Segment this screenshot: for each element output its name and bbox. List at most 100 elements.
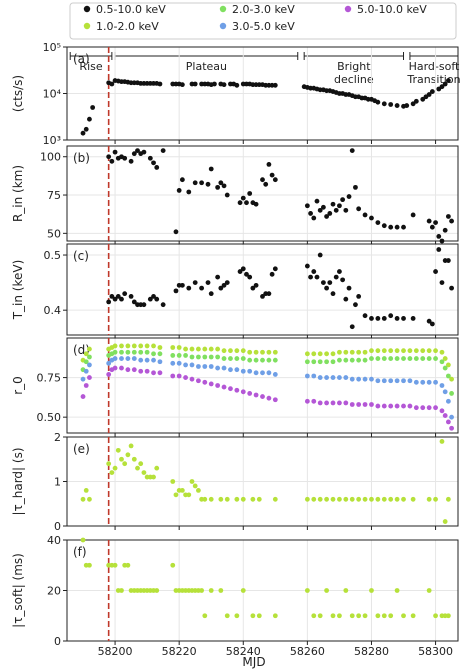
- data-point: [228, 348, 233, 354]
- data-point: [90, 105, 96, 110]
- data-point: [375, 496, 381, 502]
- data-point: [362, 496, 368, 502]
- data-point: [266, 395, 272, 401]
- data-point: [404, 103, 410, 108]
- data-point: [439, 408, 445, 414]
- data-point: [196, 364, 201, 369]
- data-point: [343, 496, 349, 502]
- data-point: [413, 379, 419, 385]
- data-point: [87, 496, 92, 502]
- data-point: [208, 354, 214, 360]
- data-point: [173, 288, 179, 294]
- data-point: [151, 357, 156, 363]
- data-point: [141, 302, 147, 308]
- data-point: [426, 348, 432, 354]
- data-point: [240, 348, 246, 354]
- data-point: [362, 357, 368, 363]
- data-point: [240, 356, 246, 361]
- data-point: [442, 356, 448, 361]
- data-point: [240, 266, 246, 272]
- legend-label: 1.0-2.0 keV: [96, 20, 159, 33]
- x-axis-label: MJD: [242, 655, 265, 669]
- y-tick-label: 75: [47, 189, 61, 202]
- phase-annotations: Rise Plateau BrightdeclineHard-softTransit…: [69, 52, 461, 86]
- data-point: [304, 263, 310, 269]
- data-point: [196, 354, 201, 360]
- data-point: [186, 189, 192, 195]
- data-point: [154, 588, 160, 593]
- y-tick-label: 0: [54, 520, 61, 533]
- data-point: [311, 496, 317, 502]
- data-point: [125, 562, 131, 568]
- data-point: [449, 285, 454, 291]
- legend-marker: [83, 22, 91, 30]
- data-point: [83, 368, 89, 374]
- data-point: [154, 296, 160, 302]
- data-point: [205, 181, 211, 187]
- data-point: [317, 252, 323, 258]
- data-point: [343, 349, 349, 355]
- data-point: [234, 82, 240, 88]
- data-point: [349, 349, 355, 355]
- data-point: [353, 184, 358, 190]
- data-point: [426, 318, 432, 324]
- data-point: [83, 126, 89, 132]
- data-point: [388, 378, 394, 384]
- data-point: [445, 398, 451, 404]
- data-point: [439, 280, 445, 286]
- data-point: [80, 537, 86, 543]
- data-point: [420, 405, 426, 411]
- data-point: [119, 349, 124, 355]
- data-point: [253, 349, 259, 355]
- data-point: [442, 519, 448, 524]
- data-point: [83, 383, 89, 388]
- data-point: [131, 356, 137, 361]
- data-point: [253, 370, 259, 376]
- data-point: [119, 296, 124, 302]
- data-point: [269, 271, 275, 277]
- data-point: [173, 492, 179, 498]
- panel-tag: (a): [73, 52, 90, 66]
- phase-label: Plateau: [186, 60, 227, 73]
- data-point: [170, 479, 176, 484]
- data-point: [83, 359, 89, 365]
- data-point: [260, 177, 265, 183]
- data-point: [433, 496, 438, 502]
- legend-marker: [344, 5, 352, 13]
- data-point: [109, 158, 115, 164]
- data-point: [388, 356, 394, 361]
- data-point: [192, 483, 198, 489]
- data-point: [394, 496, 400, 502]
- y-axis-label: (cts/s): [11, 75, 25, 112]
- data-point: [426, 588, 432, 593]
- data-point: [436, 247, 442, 252]
- y-tick-label: 10⁴: [43, 88, 62, 101]
- data-point: [439, 238, 445, 244]
- panel-tag: (e): [73, 442, 90, 456]
- data-point: [343, 207, 349, 213]
- data-point: [215, 365, 221, 371]
- data-point: [317, 496, 323, 502]
- data-point: [337, 400, 342, 406]
- data-point: [375, 378, 381, 384]
- data-point: [449, 425, 454, 431]
- data-point: [83, 351, 89, 357]
- x-tick-label: 58300: [418, 645, 453, 658]
- data-point: [151, 474, 156, 480]
- legend-frame: [69, 2, 457, 40]
- data-point: [234, 367, 240, 373]
- data-point: [362, 349, 368, 355]
- data-point: [218, 496, 224, 502]
- data-point: [445, 613, 451, 619]
- data-point: [266, 291, 272, 297]
- data-point: [122, 461, 128, 467]
- x-tick-label: 58220: [162, 645, 197, 658]
- x-tick-label: 58240: [226, 645, 261, 658]
- y-tick-label: 10⁵: [43, 41, 61, 54]
- data-point: [314, 198, 320, 204]
- y-axis-label: R_in (km): [11, 165, 25, 222]
- data-point: [240, 588, 246, 593]
- data-point: [442, 389, 448, 395]
- data-point: [317, 375, 323, 380]
